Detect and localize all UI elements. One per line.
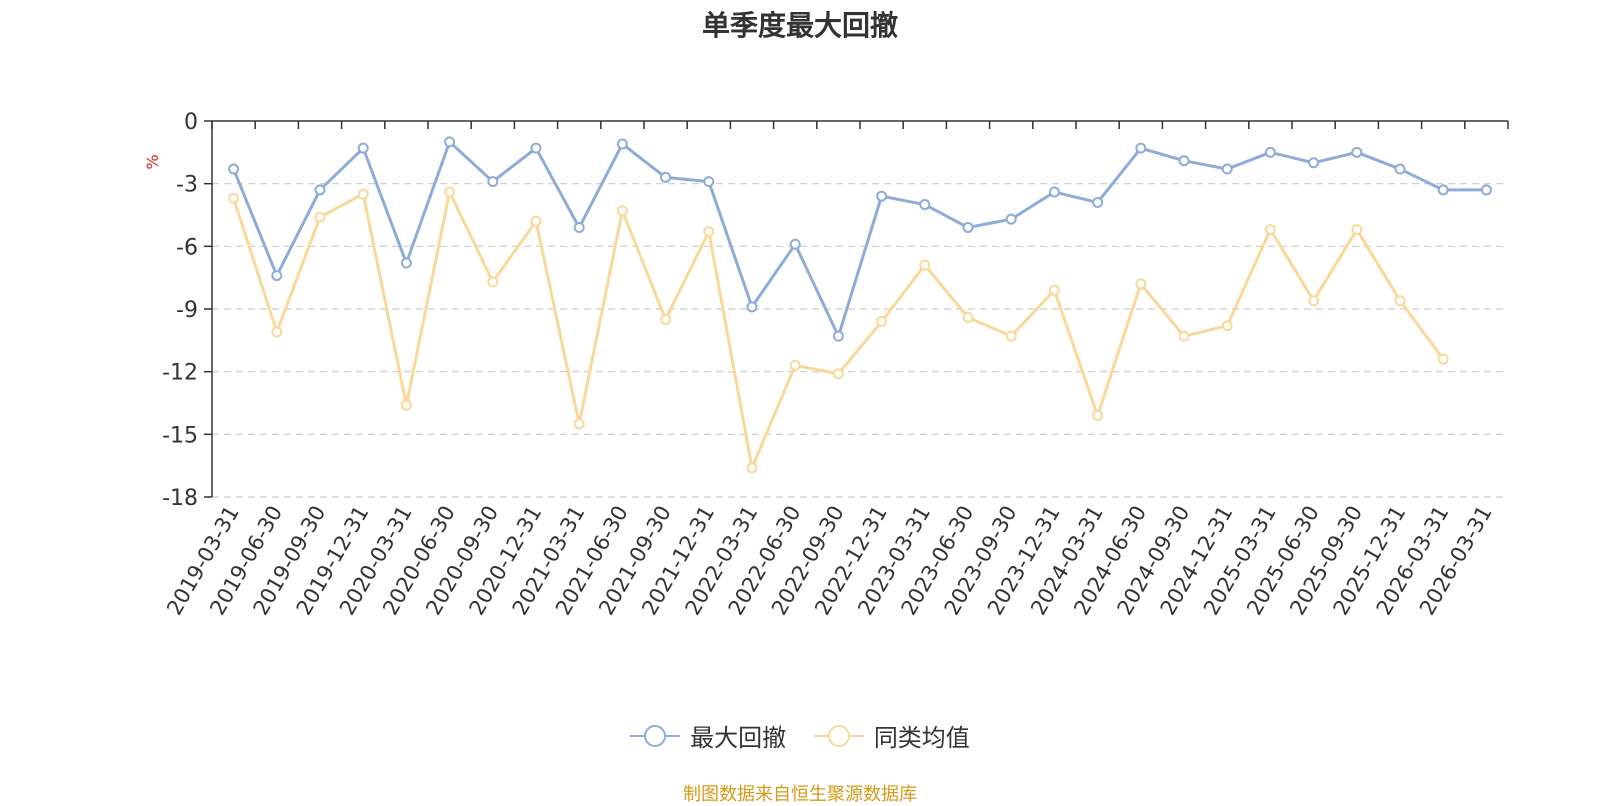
data-point-series-0 [573, 222, 585, 234]
data-point-series-0 [1264, 146, 1276, 158]
data-point-series-1 [228, 192, 240, 204]
data-point-series-0 [1048, 186, 1060, 198]
legend-swatch-max-drawdown [630, 724, 681, 747]
legend-label-peer-average: 同类均值 [873, 724, 970, 752]
data-point-series-1 [530, 215, 542, 227]
data-point-series-0 [271, 270, 283, 282]
data-point-series-0 [228, 163, 240, 175]
y-tick-label: 0 [184, 110, 198, 135]
data-point-series-1 [962, 311, 974, 323]
data-point-series-1 [746, 462, 758, 474]
data-point-series-0 [1221, 163, 1233, 175]
data-point-series-0 [1178, 155, 1190, 167]
data-point-series-1 [400, 399, 412, 411]
data-point-series-0 [314, 184, 326, 196]
data-point-series-0 [1394, 163, 1406, 175]
data-point-series-0 [616, 138, 628, 150]
chart-title: 单季度最大回撤 [701, 9, 898, 42]
data-point-series-0 [660, 171, 672, 183]
data-point-series-1 [444, 186, 456, 198]
legend: 最大回撤 同类均值 [0, 718, 1600, 754]
data-point-series-0 [530, 142, 542, 154]
y-tick-label: -3 [176, 173, 198, 198]
data-point-series-0 [703, 176, 715, 188]
data-point-series-0 [1092, 196, 1104, 208]
data-point-series-0 [1351, 146, 1363, 158]
data-point-series-1 [703, 226, 715, 238]
legend-item-peer-average[interactable]: 同类均值 [813, 718, 970, 753]
data-point-series-1 [832, 368, 844, 380]
data-point-series-1 [573, 418, 585, 430]
data-point-series-1 [1394, 295, 1406, 307]
data-point-series-1 [487, 276, 499, 288]
data-point-series-0 [876, 190, 888, 202]
data-point-series-1 [1178, 330, 1190, 342]
data-point-series-1 [1437, 353, 1449, 365]
y-axis-label: % [143, 154, 162, 169]
data-point-series-1 [314, 211, 326, 223]
data-point-series-0 [832, 330, 844, 342]
data-point-series-1 [1221, 320, 1233, 332]
data-point-series-0 [357, 142, 369, 154]
data-point-series-0 [962, 222, 974, 234]
data-point-series-1 [1264, 224, 1276, 236]
y-tick-label: -9 [176, 298, 198, 323]
data-point-series-0 [1005, 213, 1017, 225]
data-point-series-0 [1135, 142, 1147, 154]
data-point-series-1 [660, 313, 672, 325]
y-tick-label: -6 [176, 235, 198, 260]
data-point-series-0 [487, 176, 499, 188]
y-tick-label: -15 [162, 423, 198, 448]
data-point-series-0 [1437, 184, 1449, 196]
data-point-series-1 [919, 259, 931, 271]
series-line-0 [232, 140, 1487, 338]
data-point-series-1 [1135, 278, 1147, 290]
y-tick-label: -18 [162, 486, 198, 511]
data-point-series-0 [789, 238, 801, 250]
data-point-series-1 [1308, 295, 1320, 307]
legend-label-max-drawdown: 最大回撤 [690, 724, 787, 752]
series-line-1 [232, 190, 1445, 470]
data-point-series-0 [746, 301, 758, 313]
legend-item-max-drawdown[interactable]: 最大回撤 [630, 718, 786, 753]
data-point-series-1 [357, 188, 369, 200]
data-point-series-1 [1092, 410, 1104, 422]
data-point-series-0 [400, 257, 412, 269]
data-point-series-0 [1308, 157, 1320, 169]
data-point-series-1 [876, 316, 888, 328]
data-point-series-0 [1480, 184, 1492, 196]
data-point-series-1 [789, 359, 801, 371]
data-point-series-1 [1005, 330, 1017, 342]
data-point-series-0 [444, 136, 456, 148]
data-point-series-1 [1048, 284, 1060, 296]
legend-swatch-peer-average [813, 724, 864, 747]
y-tick-label: -12 [162, 361, 198, 386]
data-point-series-1 [271, 326, 283, 338]
data-point-series-0 [919, 199, 931, 211]
data-point-series-1 [616, 205, 628, 217]
source-note: 制图数据来自恒生聚源数据库 [683, 784, 917, 805]
data-point-series-1 [1351, 224, 1363, 236]
